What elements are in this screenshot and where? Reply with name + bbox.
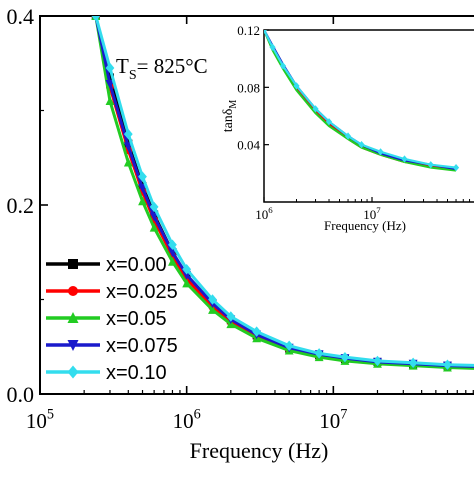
legend-label-3: x=0.075 [106, 335, 178, 357]
inset-y-axis-label: tanδM [221, 100, 239, 133]
legend: x=0.00 x=0.025 x=0.05 x=0.075 x=0.10 [46, 254, 178, 384]
inset-y-tick-label: 0.04 [237, 138, 260, 153]
legend-label-4: x=0.10 [106, 362, 167, 384]
x-tick-label: 106 [173, 407, 201, 433]
temperature-annotation: TS= 825°C [116, 54, 208, 83]
legend-label-2: x=0.05 [106, 308, 167, 330]
x-tick-label: 107 [319, 407, 347, 433]
y-tick-label: 0.4 [7, 4, 35, 29]
y-tick-label: 0.0 [7, 382, 35, 407]
inset-frame [264, 30, 474, 202]
x-tick-label: 105 [26, 407, 54, 433]
x-axis-label: Frequency (Hz) [190, 438, 329, 463]
inset-x-axis-label: Frequency (Hz) [324, 218, 406, 233]
inset-x-tick-label: 106 [255, 205, 273, 222]
inset-y-tick-label: 0.12 [237, 23, 260, 38]
legend-label-1: x=0.025 [106, 281, 178, 303]
legend-label-0: x=0.00 [106, 254, 167, 276]
legend-marker-1 [68, 286, 78, 296]
inset-y-tick-label: 0.08 [237, 80, 260, 95]
legend-marker-4 [68, 366, 79, 379]
y-tick-label: 0.2 [7, 193, 35, 218]
legend-marker-0 [68, 259, 78, 269]
